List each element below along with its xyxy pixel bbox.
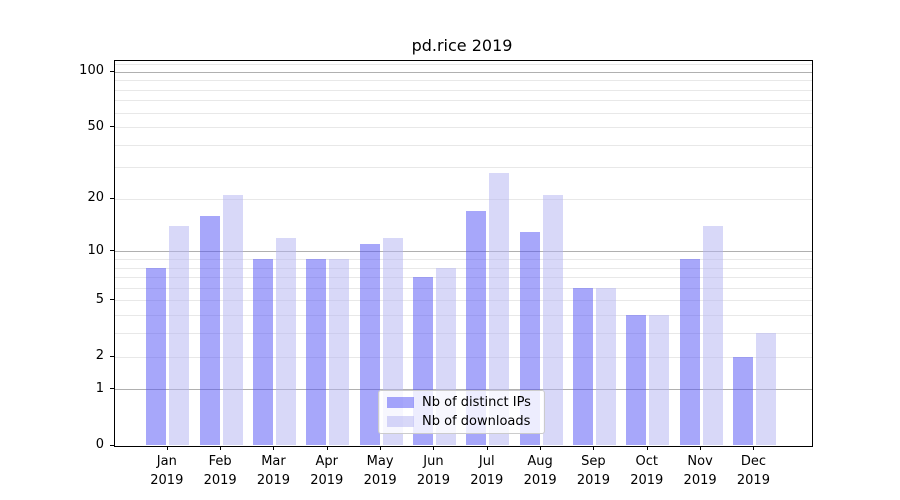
bar-feb-ips — [199, 216, 220, 446]
bar-mar-downloads — [275, 237, 296, 446]
x-axis-tick-label: Oct 2019 — [630, 454, 664, 488]
y-axis-tick — [109, 355, 114, 357]
legend-label-downloads: Nb of downloads — [422, 414, 531, 429]
y-axis-tick-label: 50 — [87, 118, 104, 134]
bar-jul-downloads — [489, 172, 510, 446]
gridline-minor — [114, 267, 812, 269]
y-axis-tick — [109, 197, 114, 199]
x-axis-tick — [433, 445, 435, 450]
x-axis-tick-label: Aug 2019 — [523, 454, 557, 488]
bar-dec-downloads — [755, 333, 776, 446]
y-axis-tick-label: 1 — [95, 380, 104, 396]
gridline-minor — [114, 287, 812, 289]
y-axis-tick-label: 0 — [95, 437, 104, 452]
x-axis-tick — [753, 445, 755, 450]
y-axis-tick-label: 20 — [87, 190, 104, 206]
x-axis-tick-label: Sep 2019 — [576, 454, 610, 488]
y-axis-tick — [109, 388, 114, 390]
gridline-minor — [114, 100, 812, 102]
gridline-minor — [114, 258, 812, 260]
legend-item-downloads: Nb of downloads — [387, 414, 536, 429]
bar-aug-downloads — [542, 195, 563, 446]
gridline-minor — [114, 64, 812, 66]
bar-mar-ips — [252, 258, 273, 446]
y-axis-tick — [109, 250, 114, 252]
x-axis-tick — [700, 445, 702, 450]
x-axis-tick — [646, 445, 648, 450]
x-axis-tick-label: Jun 2019 — [416, 454, 450, 488]
x-axis-tick-label: May 2019 — [363, 454, 397, 488]
bar-apr-downloads — [329, 258, 350, 446]
legend-item-distinct-ips: Nb of distinct IPs — [387, 395, 536, 410]
x-axis-tick-label: Jul 2019 — [470, 454, 504, 488]
y-axis-tick-label: 10 — [87, 242, 104, 258]
gridline-minor — [114, 127, 812, 129]
gridline-major — [114, 71, 812, 73]
bar-oct-ips — [626, 315, 647, 446]
bar-oct-downloads — [649, 315, 670, 446]
gridline-minor — [114, 89, 812, 91]
x-axis-tick-label: Nov 2019 — [683, 454, 717, 488]
plot-area — [113, 60, 813, 447]
bar-feb-downloads — [222, 195, 243, 446]
x-axis-tick — [486, 445, 488, 450]
x-axis-tick — [273, 445, 275, 450]
legend-swatch-downloads — [387, 416, 414, 427]
x-axis-tick-label: Feb 2019 — [203, 454, 237, 488]
x-axis-tick-label: Jan 2019 — [150, 454, 184, 488]
legend-swatch-distinct-ips — [387, 397, 414, 408]
gridline-minor — [114, 167, 812, 169]
gridline-minor — [114, 277, 812, 279]
legend: Nb of distinct IPs Nb of downloads — [378, 390, 545, 434]
gridline-minor — [114, 356, 812, 358]
legend-label-distinct-ips: Nb of distinct IPs — [422, 395, 531, 410]
y-axis-tick-label: 100 — [79, 63, 104, 79]
bar-jan-downloads — [169, 226, 190, 446]
y-axis-tick — [109, 126, 114, 128]
bar-sep-downloads — [595, 287, 616, 446]
gridline-major — [114, 251, 812, 253]
y-axis-tick-label: 2 — [95, 348, 104, 363]
gridline-minor — [114, 112, 812, 114]
bar-jan-ips — [146, 267, 167, 446]
x-axis-tick-label: Mar 2019 — [256, 454, 290, 488]
gridline-minor — [114, 315, 812, 317]
gridline-minor — [114, 144, 812, 146]
y-axis-tick — [109, 444, 114, 446]
x-axis-tick-label: Dec 2019 — [736, 454, 770, 488]
x-axis-tick-label: Apr 2019 — [310, 454, 344, 488]
gridline-minor — [114, 300, 812, 302]
gridline-minor — [114, 333, 812, 335]
bar-dec-ips — [732, 356, 753, 446]
x-axis-tick — [220, 445, 222, 450]
y-axis-tick — [109, 70, 114, 72]
gridline-minor — [114, 80, 812, 82]
bar-nov-ips — [679, 258, 700, 446]
bar-sep-ips — [572, 287, 593, 446]
bar-nov-downloads — [702, 226, 723, 446]
x-axis-tick — [540, 445, 542, 450]
chart-title: pd.rice 2019 — [411, 36, 513, 55]
x-axis-tick — [593, 445, 595, 450]
x-axis-tick — [380, 445, 382, 450]
y-axis-tick — [109, 299, 114, 301]
bar-may-ips — [359, 244, 380, 446]
gridline-major — [114, 389, 812, 391]
gridline-minor — [114, 198, 812, 200]
y-axis-tick-label: 5 — [95, 291, 104, 307]
bar-jul-ips — [466, 211, 487, 446]
bar-apr-ips — [306, 258, 327, 446]
x-axis-tick — [166, 445, 168, 450]
x-axis-tick — [326, 445, 328, 450]
